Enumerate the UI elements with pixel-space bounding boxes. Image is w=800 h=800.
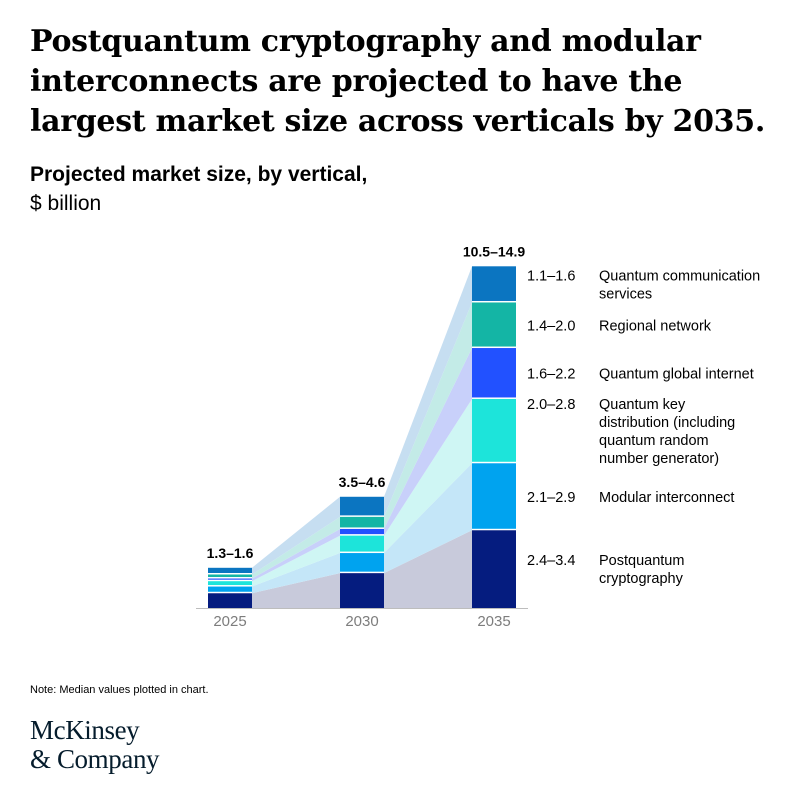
legend-label-4: Quantum global internet	[599, 367, 754, 383]
bar-segment-2035-5	[472, 302, 516, 347]
legend-label-5: Regional network	[599, 318, 712, 334]
bars	[208, 266, 516, 608]
band-6-2030-2035	[384, 266, 472, 517]
chart-labels: 2025 2030 2035 1.3–1.6 3.5–4.6 10.5–14.9 2.4–3…	[196, 243, 760, 630]
bar-segment-2025-6	[208, 567, 252, 573]
legend-label-line: Postquantum	[599, 553, 684, 569]
band-1-2030-2035	[384, 530, 472, 608]
bar-segment-2030-4	[340, 528, 384, 535]
range-label-4: 1.6–2.2	[527, 367, 575, 383]
chart-title: Postquantum cryptography and modular int…	[30, 24, 765, 139]
band-2-2030-2035	[384, 463, 472, 574]
bar-segment-2035-3	[472, 398, 516, 462]
band-1-2025-2030	[252, 573, 340, 608]
bar-segment-2025-2	[208, 586, 252, 592]
band-3-2030-2035	[384, 398, 472, 554]
range-label-3: 2.0–2.8	[527, 397, 575, 413]
legend-label-line: number generator)	[599, 451, 719, 467]
band-4-2025-2030	[252, 528, 340, 582]
legend-label-line: quantum random	[599, 433, 709, 449]
bar-segment-2035-2	[472, 463, 516, 529]
bar-segment-2025-1	[208, 593, 252, 608]
bar-segment-2030-5	[340, 516, 384, 528]
subtitle-unit: $ billion	[30, 192, 102, 215]
range-label-2: 2.1–2.9	[527, 490, 575, 506]
legend-label-line: services	[599, 286, 652, 302]
subtitle-bold: Projected market size, by vertical,	[30, 163, 368, 186]
mckinsey-logo: McKinsey & Company	[30, 715, 160, 774]
bar-segment-2025-4	[208, 578, 252, 580]
legend-label-1: Postquantum cryptography	[599, 553, 684, 587]
range-label-5: 1.4–2.0	[527, 318, 575, 334]
chart-subtitle: Projected market size, by vertical, $ bi…	[30, 160, 367, 218]
bar-segment-2030-3	[340, 535, 384, 552]
bar-segment-2025-3	[208, 581, 252, 586]
band-4-2030-2035	[384, 348, 472, 536]
legend-label-line: Quantum key	[599, 397, 686, 413]
x-tick-label-2025: 2025	[213, 613, 246, 630]
bar-segment-2035-1	[472, 530, 516, 608]
legend-label-line: distribution (including	[599, 415, 735, 431]
total-label-2030: 3.5–4.6	[339, 474, 386, 490]
band-3-2025-2030	[252, 535, 340, 587]
band-2-2025-2030	[252, 553, 340, 594]
bar-segment-2035-6	[472, 266, 516, 301]
bar-segment-2030-2	[340, 553, 384, 572]
legend-label-line: Quantum global internet	[599, 367, 754, 383]
connector-bands	[252, 266, 472, 608]
x-tick-label-2030: 2030	[345, 613, 378, 630]
x-tick-label-2035: 2035	[477, 613, 510, 630]
logo-line-2: & Company	[30, 744, 160, 774]
total-label-2035: 10.5–14.9	[463, 243, 525, 259]
band-5-2025-2030	[252, 516, 340, 579]
legend-label-line: Modular interconnect	[599, 490, 734, 506]
bar-segment-2025-5	[208, 574, 252, 578]
legend-label-line: cryptography	[599, 571, 684, 587]
legend-label-line: Regional network	[599, 318, 712, 334]
band-6-2025-2030	[252, 496, 340, 575]
legend-label-line: Quantum communication	[599, 268, 760, 284]
bar-segment-2030-6	[340, 496, 384, 516]
bar-segment-2035-4	[472, 348, 516, 398]
bar-segment-2030-1	[340, 573, 384, 608]
band-5-2030-2035	[384, 302, 472, 529]
chart-note: Note: Median values plotted in chart.	[30, 684, 209, 696]
legend-label-6: Quantum communication services	[599, 268, 760, 302]
total-label-2025: 1.3–1.6	[207, 545, 254, 561]
range-label-1: 2.4–3.4	[527, 553, 575, 569]
logo-line-1: McKinsey	[30, 715, 140, 745]
legend-label-3: Quantum key distribution (including quantu…	[599, 397, 735, 467]
legend-label-2: Modular interconnect	[599, 490, 734, 506]
range-label-6: 1.1–1.6	[527, 268, 575, 284]
